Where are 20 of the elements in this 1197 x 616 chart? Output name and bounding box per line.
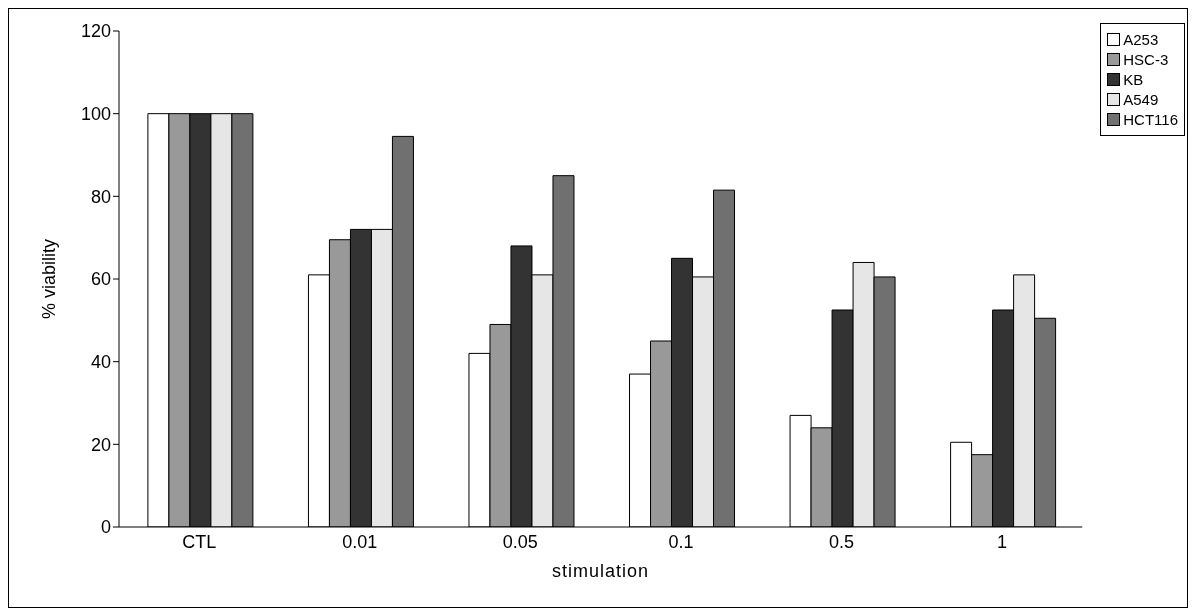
y-tick-label: 20 [90, 434, 111, 455]
y-axis-title: % viability [39, 238, 60, 320]
x-tick-label: 0.1 [668, 531, 694, 552]
y-tick-label: 40 [90, 352, 111, 373]
legend-label: HSC-3 [1123, 51, 1169, 68]
y-tick-label: 60 [90, 269, 111, 290]
x-axis-title: stimulation [552, 561, 650, 581]
legend-label: A253 [1123, 31, 1159, 48]
x-tick-label: 0.01 [342, 531, 378, 552]
legend-label: HCT116 [1123, 111, 1178, 128]
x-tick-label: CTL [182, 531, 217, 552]
x-tick-label: 0.05 [502, 531, 538, 552]
legend-label: KB [1123, 71, 1144, 88]
y-tick-label: 0 [100, 517, 111, 538]
y-tick-label: 100 [80, 104, 111, 125]
y-tick-label: 80 [90, 186, 111, 207]
x-tick-label: 1 [996, 531, 1007, 552]
legend-label: A549 [1123, 91, 1159, 108]
y-tick-label: 120 [80, 21, 111, 42]
x-tick-label: 0.5 [828, 531, 854, 552]
